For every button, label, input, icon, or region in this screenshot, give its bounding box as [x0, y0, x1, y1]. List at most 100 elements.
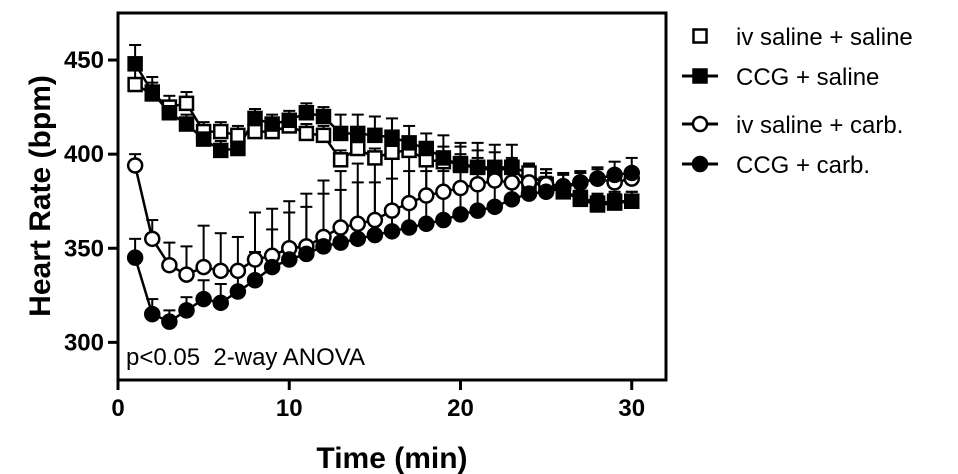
data-point-iv-saline-saline [332, 152, 349, 168]
data-point-iv-saline-carb [178, 266, 195, 283]
data-point-ccg-carb [452, 206, 469, 223]
data-point-ccg-carb [537, 183, 555, 201]
data-point-ccg-saline [435, 150, 452, 166]
data-point-iv-saline-carb [246, 251, 264, 268]
legend-label-iv-saline-carb: iv saline + carb. [736, 112, 903, 139]
data-point-ccg-carb [161, 313, 178, 330]
data-point-ccg-carb [126, 249, 144, 266]
data-point-ccg-carb [400, 219, 418, 236]
data-point-iv-saline-carb [435, 183, 452, 201]
data-point-ccg-saline [350, 125, 366, 142]
legend-marker-ccg-saline [692, 68, 708, 84]
legend-label-ccg-saline: CCG + saline [736, 64, 879, 91]
legend-label-iv-saline-saline: iv saline + saline [736, 24, 913, 51]
data-point-ccg-carb [589, 170, 606, 187]
data-point-ccg-carb [623, 164, 640, 182]
data-point-iv-saline-carb [452, 179, 469, 197]
data-point-ccg-saline [624, 193, 640, 209]
data-point-ccg-saline [315, 108, 332, 125]
data-point-ccg-saline [367, 127, 383, 144]
data-point-ccg-saline [298, 104, 315, 121]
data-point-iv-saline-saline [367, 150, 383, 166]
y-tick-label: 350 [64, 235, 104, 262]
data-point-iv-saline-carb [195, 258, 212, 276]
data-point-iv-saline-saline [178, 95, 195, 112]
data-point-ccg-carb [418, 215, 435, 233]
data-point-ccg-carb [178, 302, 195, 319]
data-point-ccg-carb [366, 226, 384, 244]
data-point-ccg-carb [195, 290, 212, 308]
x-tick-label: 10 [276, 395, 303, 422]
data-point-ccg-carb [520, 185, 538, 202]
data-point-ccg-carb [572, 174, 589, 191]
data-point-iv-saline-carb [144, 230, 161, 248]
data-point-ccg-saline [332, 125, 349, 142]
data-point-iv-saline-carb [383, 202, 401, 219]
legend-marker-ccg-carb [691, 155, 709, 173]
data-point-ccg-saline [606, 195, 623, 211]
data-point-ccg-saline [178, 116, 195, 132]
data-point-ccg-saline [195, 131, 212, 147]
data-point-ccg-saline [264, 116, 280, 132]
data-point-ccg-carb [349, 230, 366, 248]
data-point-iv-saline-saline [298, 125, 315, 142]
data-point-ccg-saline [281, 112, 297, 129]
data-point-ccg-saline [504, 159, 520, 176]
data-point-iv-saline-saline [350, 140, 366, 157]
x-tick-label: 30 [618, 395, 645, 422]
data-point-iv-saline-carb [349, 215, 366, 233]
data-point-ccg-carb [332, 234, 349, 251]
y-axis-title: Heart Rate (bpm) [24, 75, 57, 317]
data-point-ccg-carb [606, 166, 623, 184]
data-point-ccg-carb [503, 191, 521, 208]
axes-layer: 0 10 20 30 300 350 400 450 [64, 47, 645, 422]
legend-marker-iv-saline-saline [692, 28, 708, 44]
data-point-iv-saline-carb [161, 256, 178, 274]
y-tick-label: 400 [64, 141, 104, 168]
data-point-iv-saline-carb [229, 262, 247, 280]
data-point-ccg-carb [383, 223, 401, 240]
data-point-ccg-carb [435, 211, 452, 229]
data-point-ccg-carb [281, 251, 298, 268]
data-point-iv-saline-carb [469, 176, 486, 193]
data-point-iv-saline-carb [400, 194, 418, 212]
legend-label-ccg-carb: CCG + carb. [736, 152, 870, 179]
data-point-ccg-saline [401, 135, 417, 151]
data-point-iv-saline-carb [212, 262, 229, 280]
legend: iv saline + saline CCG + saline iv saline … [682, 24, 913, 179]
data-point-iv-saline-saline [315, 127, 332, 144]
data-point-ccg-saline [418, 140, 434, 157]
data-point-iv-saline-carb [418, 187, 435, 204]
y-tick-label: 450 [64, 47, 104, 74]
data-point-ccg-carb [144, 305, 161, 323]
data-point-ccg-carb [246, 272, 264, 289]
data-point-iv-saline-carb [366, 211, 384, 229]
data-point-ccg-carb [298, 245, 315, 263]
data-point-iv-saline-saline [247, 123, 263, 140]
data-point-ccg-saline [144, 84, 160, 100]
x-tick-label: 0 [111, 395, 124, 422]
data-point-iv-saline-carb [332, 219, 349, 236]
data-point-iv-saline-saline [213, 123, 229, 140]
markers-layer [126, 56, 640, 330]
data-point-ccg-saline [247, 110, 263, 127]
x-axis-title: Time (min) [316, 442, 467, 474]
data-point-ccg-saline [589, 197, 606, 213]
data-point-ccg-saline [127, 56, 143, 72]
x-tick-label: 20 [447, 395, 474, 422]
data-point-ccg-carb [469, 202, 486, 219]
data-point-ccg-saline [452, 157, 469, 174]
data-point-iv-saline-saline [384, 144, 400, 161]
data-point-ccg-carb [212, 294, 229, 312]
y-tick-label: 300 [64, 329, 104, 356]
data-point-ccg-saline [161, 104, 178, 121]
data-point-ccg-saline [230, 140, 246, 157]
data-point-ccg-carb [486, 198, 503, 216]
data-point-ccg-saline [384, 129, 400, 145]
data-point-ccg-carb [229, 283, 247, 300]
data-point-ccg-carb [263, 258, 281, 276]
data-point-ccg-saline [213, 142, 229, 159]
anova-annotation: p<0.05 2-way ANOVA [126, 344, 365, 371]
data-point-ccg-carb [555, 179, 572, 197]
